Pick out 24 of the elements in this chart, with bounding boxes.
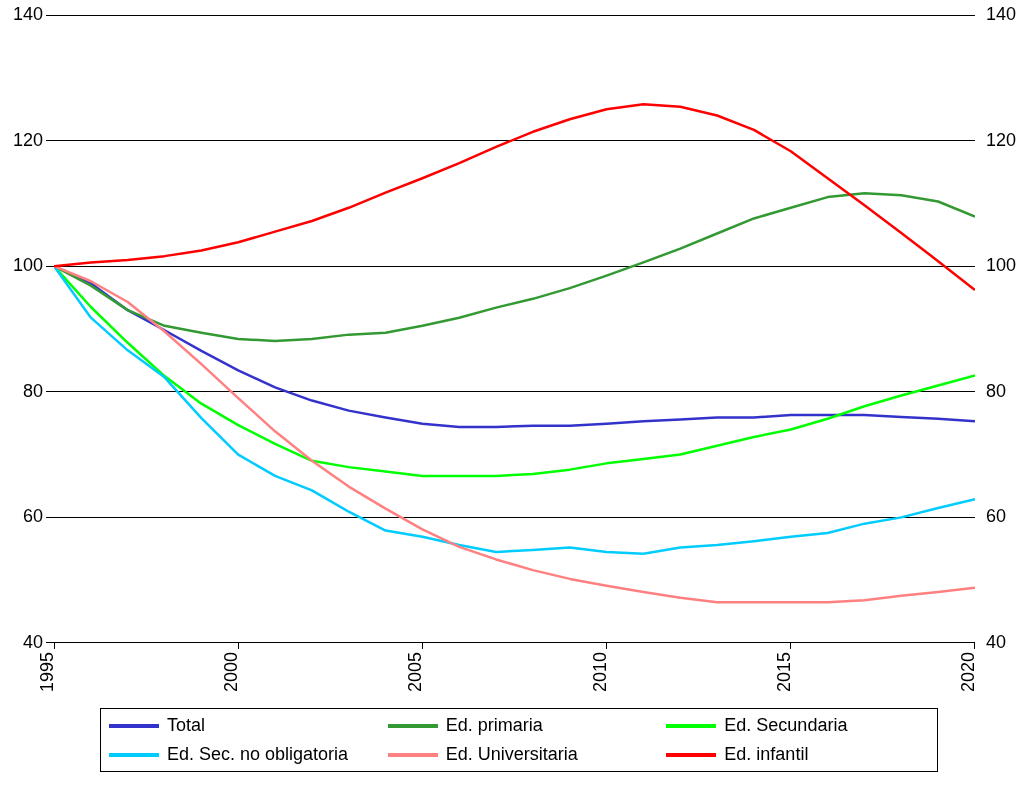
- legend-label: Ed. infantil: [724, 744, 809, 765]
- y2-tick-label: 140: [985, 3, 1017, 24]
- legend-label: Ed. primaria: [445, 715, 543, 736]
- y2-tick-label: 40: [985, 631, 1006, 652]
- y2-tick-label: 120: [985, 129, 1017, 150]
- y-tick-label: 140: [12, 3, 44, 24]
- legend-label: Ed. Sec. no obligatoria: [167, 744, 349, 765]
- y-tick-label: 80: [23, 380, 44, 401]
- y2-tick-label: 60: [985, 506, 1006, 527]
- y-tick-label: 40: [23, 631, 44, 652]
- x-tick-label: 2005: [405, 651, 426, 692]
- y-tick-label: 60: [23, 506, 44, 527]
- y2-tick-label: 80: [985, 380, 1006, 401]
- y2-tick-label: 100: [985, 255, 1017, 276]
- x-tick-label: 2020: [957, 651, 978, 692]
- legend-label: Ed. Universitaria: [445, 744, 578, 765]
- y-tick-label: 100: [12, 255, 44, 276]
- x-tick-label: 2015: [773, 651, 794, 692]
- legend-label: Ed. Secundaria: [724, 715, 848, 736]
- legend-label: Total: [167, 715, 206, 736]
- x-tick-label: 1995: [37, 651, 57, 692]
- x-tick-label: 2000: [221, 651, 242, 692]
- y-tick-label: 120: [12, 129, 44, 150]
- x-tick-label: 2010: [589, 651, 610, 692]
